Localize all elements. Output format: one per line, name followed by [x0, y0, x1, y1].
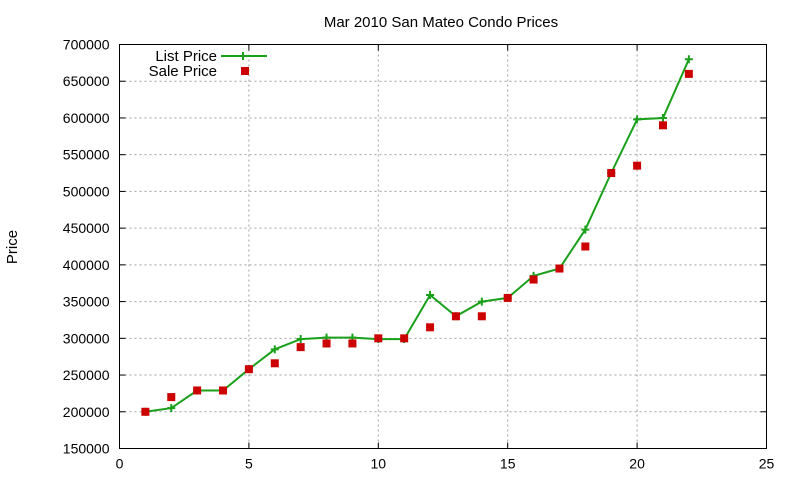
sale-price-point: [658, 121, 667, 130]
y-tick-label: 200000: [63, 404, 110, 420]
y-tick-label: 550000: [63, 147, 110, 163]
sale-price-point: [193, 386, 202, 395]
y-tick-label: 650000: [63, 73, 110, 89]
chart-title: Mar 2010 San Mateo Condo Prices: [324, 14, 558, 31]
sale-price-point: [296, 343, 305, 352]
y-tick-label: 150000: [63, 441, 110, 457]
sale-price-point: [529, 275, 538, 284]
plot-frame: [119, 44, 767, 449]
list-price-point: [633, 115, 642, 124]
sale-price-point: [581, 242, 590, 251]
list-price-point: [684, 55, 693, 64]
list-price-point: [426, 290, 435, 299]
list-price-point: [581, 225, 590, 234]
y-tick-label: 400000: [63, 257, 110, 273]
x-tick-label: 25: [759, 456, 775, 472]
x-tick-label: 0: [116, 456, 124, 472]
sale-price-point: [607, 169, 616, 178]
legend-label-sale-price: Sale Price: [149, 63, 217, 80]
y-tick-label: 600000: [63, 110, 110, 126]
y-tick-label: 300000: [63, 330, 110, 346]
sale-price-point: [374, 334, 383, 343]
y-tick-label: 500000: [63, 183, 110, 199]
legend: List Price Sale Price: [149, 48, 267, 80]
sale-price-point: [348, 339, 357, 348]
x-tick-label: 15: [500, 456, 516, 472]
sale-price-point: [633, 161, 642, 170]
sale-price-point: [400, 334, 409, 343]
list-price-line: [145, 58, 690, 413]
legend-marker-sale-price: [241, 67, 249, 75]
list-price-point: [270, 345, 279, 354]
list-price-point: [296, 335, 305, 344]
sale-price-point: [684, 69, 693, 78]
y-tick-label: 700000: [63, 37, 110, 53]
x-tick-label: 5: [245, 456, 253, 472]
sale-price-point: [451, 312, 460, 321]
data-series: [141, 55, 693, 416]
y-axis-tick-labels: 150000 200000 250000 300000 350000 400000 4500…: [63, 37, 110, 457]
grid-lines: [119, 44, 767, 449]
y-tick-label: 250000: [63, 367, 110, 383]
sale-price-point: [503, 293, 512, 302]
legend-label-list-price: List Price: [155, 48, 217, 65]
sale-price-point: [555, 264, 564, 273]
sale-price-point: [322, 339, 331, 348]
y-tick-label: 450000: [63, 220, 110, 236]
y-axis-title: Price: [4, 230, 21, 264]
sale-price-point: [244, 365, 253, 374]
legend-marker-list-price: [239, 52, 247, 60]
list-price-point: [477, 297, 486, 306]
list-price-point: [658, 113, 667, 122]
y-tick-label: 350000: [63, 294, 110, 310]
sale-price-point: [270, 359, 279, 368]
sale-price-point: [141, 407, 150, 416]
sale-price-point: [219, 386, 228, 395]
x-tick-label: 20: [629, 456, 645, 472]
sale-price-point: [426, 323, 435, 332]
list-price-point: [167, 404, 176, 413]
x-axis-tick-labels: 0 5 10 15 20 25: [116, 456, 775, 472]
x-tick-label: 10: [371, 456, 387, 472]
sale-price-point: [477, 312, 486, 321]
sale-price-point: [167, 393, 176, 402]
